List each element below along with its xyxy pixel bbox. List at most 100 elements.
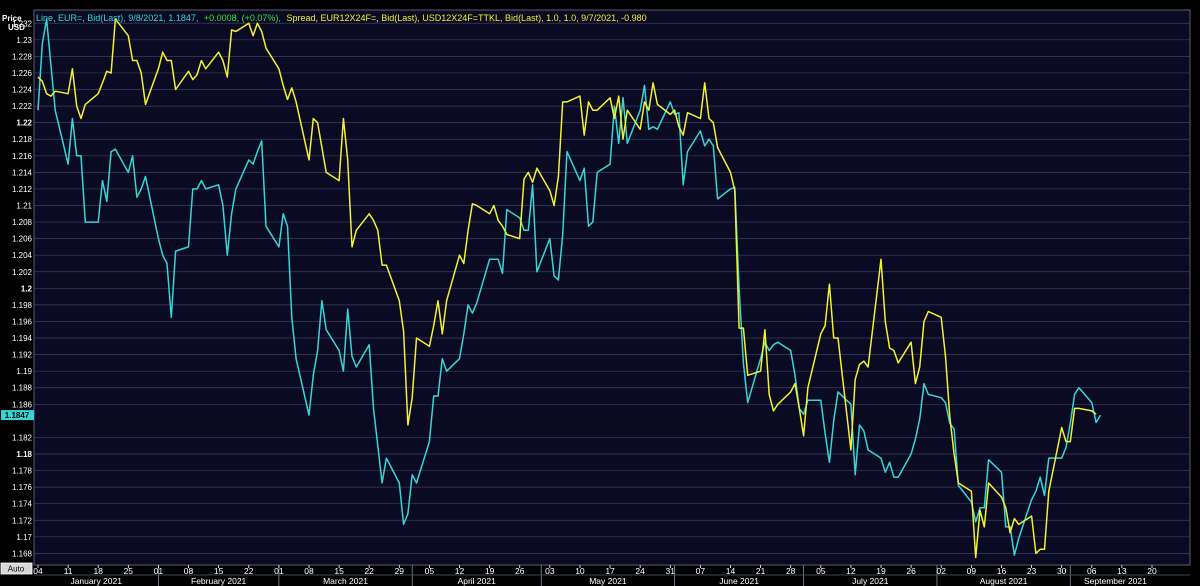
x-tick-label: 18 xyxy=(93,566,103,576)
x-tick-label: 08 xyxy=(304,566,314,576)
month-label: May 2021 xyxy=(589,576,627,586)
auto-scale-button[interactable]: Auto xyxy=(0,562,33,575)
x-tick-label: 22 xyxy=(244,566,254,576)
month-label: June 2021 xyxy=(719,576,759,586)
y-tick-label: 1.174 xyxy=(12,500,33,509)
grid-lines xyxy=(34,22,1190,554)
x-tick-label: 05 xyxy=(425,566,435,576)
y-tick-label: 1.186 xyxy=(12,400,33,409)
x-tick-label: 01 xyxy=(274,566,284,576)
y-tick-label: 1.192 xyxy=(12,351,33,360)
x-tick-label: 22 xyxy=(364,566,374,576)
month-label: April 2021 xyxy=(458,576,497,586)
y-tick-label: 1.19 xyxy=(16,367,32,376)
x-axis: 04 11 18 25 01 08 15 22 01 08 15 22 29 05 12 19 26 03 10 17… xyxy=(33,565,1190,586)
y-tick-label: 1.23 xyxy=(16,36,32,45)
y-tick-label: 1.208 xyxy=(12,218,33,227)
y-tick-label: 1.176 xyxy=(12,483,33,492)
x-tick-label: 02 xyxy=(937,566,947,576)
x-tick-label: 04 xyxy=(33,566,43,576)
plot-frame xyxy=(33,9,1191,566)
x-tick-label: 24 xyxy=(635,566,645,576)
x-tick-label: 19 xyxy=(485,566,495,576)
x-tick-label: 12 xyxy=(846,566,856,576)
y-axis: 1.232 1.23 1.228 1.226 1.224 1.222 1.22 1.218 1.… xyxy=(12,19,33,558)
y-tick-label: 1.214 xyxy=(12,168,33,177)
y-tick-label: 1.18 xyxy=(16,450,32,459)
y-tick-label: 1.216 xyxy=(12,152,33,161)
y-tick-label: 1.202 xyxy=(12,268,33,277)
y-tick-label: 1.232 xyxy=(12,19,33,28)
y-tick-label: 1.172 xyxy=(12,516,33,525)
x-tick-label: 25 xyxy=(124,566,134,576)
y-tick-label: 1.17 xyxy=(16,533,32,542)
x-tick-label: 06 xyxy=(1087,566,1097,576)
x-tick-label: 01 xyxy=(154,566,164,576)
x-tick-label: 11 xyxy=(64,566,73,576)
month-label: August 2021 xyxy=(980,576,1028,586)
x-tick-label: 05 xyxy=(816,566,826,576)
legend-spread: Spread, EUR12X24F=, Bid(Last), USD12X24F… xyxy=(286,13,646,23)
series-layer xyxy=(37,18,1102,559)
x-tick-label: 19 xyxy=(876,566,886,576)
series-line-eur xyxy=(37,18,1102,556)
x-tick-label: 21 xyxy=(756,566,766,576)
y-tick-label: 1.218 xyxy=(12,135,33,144)
x-tick-label: 08 xyxy=(184,566,194,576)
y-tick-label: 1.2 xyxy=(21,284,33,293)
y-tick-label: 1.22 xyxy=(16,119,32,128)
y-tick-label: 1.194 xyxy=(12,334,33,343)
auto-button-label[interactable]: Auto xyxy=(8,565,25,574)
x-tick-label: 14 xyxy=(726,566,736,576)
x-tick-label: 26 xyxy=(515,566,525,576)
y-tick-label: 1.198 xyxy=(12,301,33,310)
x-tick-label: 23 xyxy=(1027,566,1037,576)
axis-title-price: Price xyxy=(2,14,22,23)
y-tick-label: 1.196 xyxy=(12,317,33,326)
last-value-label: 1.1847 xyxy=(5,411,30,420)
x-tick-label: 10 xyxy=(575,566,585,576)
y-tick-label: 1.204 xyxy=(12,251,33,260)
x-tick-label: 31 xyxy=(666,566,676,576)
x-tick-label: 13 xyxy=(1117,566,1127,576)
y-tick-label: 1.226 xyxy=(12,69,33,78)
axis-title-currency: USD xyxy=(8,23,25,32)
x-tick-label: 30 xyxy=(1057,566,1067,576)
x-tick-label: 03 xyxy=(545,566,555,576)
y-tick-label: 1.212 xyxy=(12,185,33,194)
y-tick-label: 1.206 xyxy=(12,235,33,244)
y-tick-label: 1.228 xyxy=(12,52,33,61)
x-tick-label: 20 xyxy=(1147,566,1157,576)
month-label: January 2021 xyxy=(70,576,122,586)
series-line-spread xyxy=(37,18,1097,559)
month-label: March 2021 xyxy=(323,576,368,586)
x-tick-label: 17 xyxy=(605,566,615,576)
y-tick-label: 1.168 xyxy=(12,549,33,558)
y-tick-label: 1.182 xyxy=(12,433,33,442)
x-tick-label: 09 xyxy=(967,566,977,576)
legend-eur-change: +0.0008, (+0.07%), xyxy=(204,13,281,23)
x-tick-label: 15 xyxy=(334,566,344,576)
legend: Line, EUR=, Bid(Last), 9/8/2021, 1.1847,… xyxy=(36,13,647,23)
auto-button-box[interactable] xyxy=(0,562,33,575)
legend-eur-line: Line, EUR=, Bid(Last), 9/8/2021, 1.1847, xyxy=(36,13,198,23)
month-separators xyxy=(158,565,1071,586)
y-tick-label: 1.224 xyxy=(12,86,33,95)
y-tick-label: 1.188 xyxy=(12,384,33,393)
y-tick-label: 1.21 xyxy=(16,201,32,210)
x-tick-label: 15 xyxy=(214,566,224,576)
last-value-marker: 1.1847 xyxy=(1,410,34,421)
last-value-box xyxy=(1,410,34,421)
x-tick-label: 29 xyxy=(395,566,405,576)
month-label: February 2021 xyxy=(191,576,247,586)
x-tick-label: 28 xyxy=(786,566,796,576)
x-tick-label: 26 xyxy=(906,566,916,576)
plot-background xyxy=(34,10,1190,565)
month-label: September 2021 xyxy=(1084,576,1147,586)
x-tick-label: 16 xyxy=(997,566,1007,576)
y-tick-label: 1.178 xyxy=(12,467,33,476)
x-tick-label: 07 xyxy=(696,566,706,576)
y-tick-label: 1.222 xyxy=(12,102,33,111)
